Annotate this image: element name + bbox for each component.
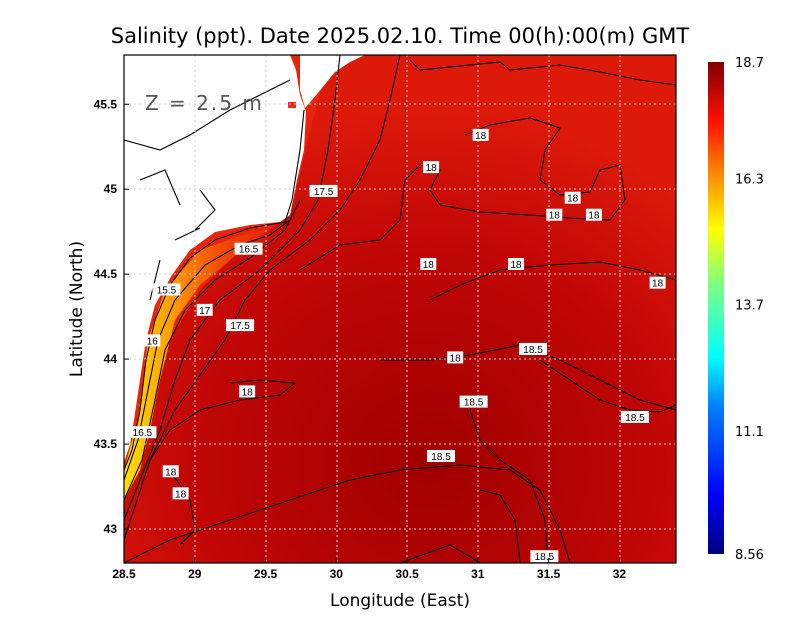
contour-label-bg xyxy=(585,208,602,221)
contour-label: 17 xyxy=(199,306,211,317)
x-tick-label: 31 xyxy=(471,567,485,581)
contour-label-bg xyxy=(472,128,489,141)
contour-label-bg xyxy=(519,342,548,355)
contour-labels: 18 18 18 18 18 17.5 16.5 18 18 18 15.5 17 17.5 16 18.5… xyxy=(128,128,666,563)
contour-label-bg xyxy=(162,465,179,478)
plot-frame xyxy=(123,54,677,564)
x-tick-label: 30.5 xyxy=(395,567,419,581)
contour-label-bg xyxy=(427,449,456,462)
colorbar-label: 16.3 xyxy=(735,172,764,187)
x-tick-label: 30 xyxy=(330,567,344,581)
x-tick-label: 29.5 xyxy=(254,567,278,581)
contour-label-bg xyxy=(546,208,563,221)
contour-label: 17.5 xyxy=(230,321,250,332)
colorbar xyxy=(708,62,724,554)
y-tick-label: 43.5 xyxy=(94,437,118,451)
colorbar-label: 11.1 xyxy=(735,425,764,440)
contour-label: 16.5 xyxy=(133,428,153,439)
contour-label-bg xyxy=(459,395,488,408)
contour-label: 16 xyxy=(147,336,159,347)
contour-label: 18 xyxy=(510,260,522,271)
contour-label: 18 xyxy=(475,131,487,142)
contour-label: 15.5 xyxy=(157,285,177,296)
contour-label-bg xyxy=(172,487,189,500)
contour-label: 18.5 xyxy=(523,345,543,356)
contour-label-bg xyxy=(152,283,181,296)
contour-label-bg xyxy=(128,426,157,439)
contour-label: 18 xyxy=(175,489,187,500)
y-axis-ticks: 45.5 45 44.5 44 43.5 43 xyxy=(94,97,129,536)
contour-label-bg xyxy=(564,191,581,204)
contour-label-bg xyxy=(508,257,525,270)
contour-label: 18 xyxy=(652,279,664,290)
x-axis-label: Longitude (East) xyxy=(330,591,470,611)
y-tick-label: 44 xyxy=(104,352,118,366)
contour-label: 18.5 xyxy=(625,413,645,424)
depth-annotation: Z = 2.5 m xyxy=(145,91,264,115)
contour-label: 18 xyxy=(426,163,438,174)
contour-label-bg xyxy=(239,385,256,398)
x-tick-label: 29 xyxy=(188,567,202,581)
contour-label: 18 xyxy=(242,387,254,398)
x-axis-ticks: 28.5 29 29.5 30 30.5 31 31.5 32 xyxy=(112,558,626,581)
colorbar-label: 8.56 xyxy=(735,548,764,563)
contour-label: 18 xyxy=(549,211,561,222)
contour-label-bg xyxy=(144,334,161,347)
land-borders xyxy=(124,79,291,301)
coastal-cell xyxy=(288,102,296,108)
contour-label: 18.5 xyxy=(535,552,555,563)
x-tick-label: 31.5 xyxy=(537,567,561,581)
contour-label-bg xyxy=(420,257,437,270)
y-tick-label: 43 xyxy=(104,522,118,536)
contour-label-bg xyxy=(423,161,440,174)
x-tick-label: 28.5 xyxy=(112,567,136,581)
contour-label: 17.5 xyxy=(314,187,334,198)
colorbar-label: 13.7 xyxy=(735,299,764,314)
x-tick-label: 32 xyxy=(613,567,627,581)
gridlines xyxy=(124,55,676,563)
plot-area: 18 18 18 18 18 17.5 16.5 18 18 18 15.5 17 17.5 16 18.5… xyxy=(124,55,676,563)
contour-label: 18 xyxy=(165,467,177,478)
y-tick-label: 45.5 xyxy=(94,97,118,111)
contour-label: 16.5 xyxy=(239,245,259,256)
y-axis-label: Latitude (North) xyxy=(67,241,87,377)
contour-label: 18 xyxy=(450,353,462,364)
y-tick-label: 44.5 xyxy=(94,267,118,281)
contour-label-bg xyxy=(226,319,255,332)
land-mass-north xyxy=(300,55,365,108)
contour-label-bg xyxy=(196,303,213,316)
y-tick-label: 45 xyxy=(104,182,118,196)
contour-label: 18 xyxy=(423,260,435,271)
contour-label-bg xyxy=(530,550,559,563)
contour-label: 18.5 xyxy=(431,452,451,463)
contour-label-bg xyxy=(447,351,464,364)
contour-label-bg xyxy=(649,276,666,289)
contour-label: 18 xyxy=(567,194,579,205)
chart-title: Salinity (ppt). Date 2025.02.10. Time 00… xyxy=(111,24,690,48)
contour-label: 18.5 xyxy=(464,398,484,409)
contour-label-bg xyxy=(620,410,649,423)
colorbar-label: 18.7 xyxy=(735,56,764,71)
contour-label-bg xyxy=(234,242,263,255)
contour-label: 18 xyxy=(588,211,600,222)
contour-label-bg xyxy=(309,184,338,197)
colorbar-labels: 18.7 16.3 13.7 11.1 8.56 xyxy=(735,56,764,563)
land-mass xyxy=(124,55,306,462)
